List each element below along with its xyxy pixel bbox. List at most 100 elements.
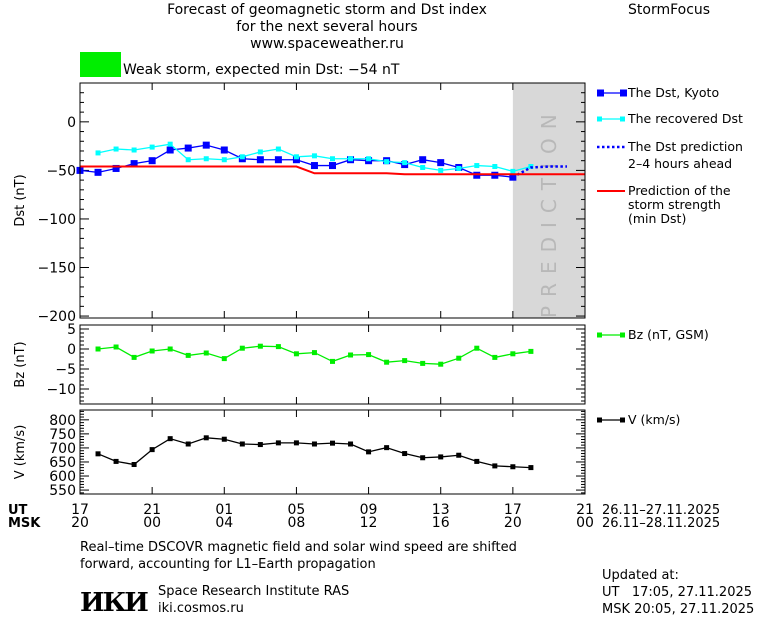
legend-marker: [597, 332, 602, 338]
legend-dst-prediction-2: 2–4 hours ahead: [628, 156, 733, 171]
data-point: [366, 352, 372, 358]
x-tick-label: 21: [576, 502, 594, 518]
data-point: [95, 451, 101, 457]
data-point: [420, 455, 426, 461]
iki-logo: ИКИ: [80, 588, 149, 618]
data-point: [402, 358, 408, 364]
x-tick-label: 20: [71, 515, 89, 531]
data-point: [528, 465, 534, 471]
site-url[interactable]: www.spaceweather.ru: [250, 36, 404, 52]
data-point: [131, 462, 137, 468]
data-point: [95, 346, 101, 352]
data-point: [113, 458, 119, 464]
data-point: [402, 451, 408, 457]
data-point: [474, 458, 480, 464]
x-tick-label: 17: [503, 502, 522, 518]
data-point: [438, 361, 444, 367]
data-point: [329, 162, 336, 170]
institute-name: Space Research Institute RAS: [158, 584, 350, 599]
data-point: [149, 144, 155, 150]
data-point: [292, 156, 300, 164]
data-point: [221, 157, 227, 163]
data-point: [257, 442, 263, 448]
data-point: [311, 350, 317, 356]
x-tick-label: 08: [287, 515, 306, 531]
legend-bz: Bz (nT, GSM): [628, 327, 709, 342]
data-point: [131, 354, 137, 360]
data-point: [366, 156, 372, 162]
data-point: [149, 447, 155, 453]
series-line-bz-0: [97, 345, 531, 365]
data-point: [256, 156, 264, 164]
panel-dst: 0 −50 −100 −150 −200 Dst (nT): [13, 82, 586, 325]
data-point: [203, 435, 209, 441]
msk-axis-label: MSK: [8, 516, 41, 531]
data-point: [203, 350, 209, 356]
data-point: [310, 162, 318, 170]
data-point: [274, 156, 282, 164]
chart-title-line-2: for the next several hours: [236, 19, 418, 35]
data-point: [419, 156, 427, 164]
x-tick-label: 09: [359, 502, 378, 518]
data-point: [239, 441, 245, 447]
legend-dst-kyoto: The Dst, Kyoto: [628, 85, 720, 100]
y-tick-label: 550: [49, 483, 76, 499]
data-point: [456, 452, 462, 458]
data-point: [456, 165, 462, 171]
data-point: [510, 464, 516, 470]
data-point: [221, 356, 227, 362]
legend-marker: [597, 116, 602, 122]
data-point: [437, 159, 445, 167]
data-point: [203, 156, 209, 162]
data-point: [438, 167, 444, 173]
data-point: [275, 344, 281, 350]
x-tick-label: 13: [431, 502, 450, 518]
legend-dst-prediction-1: The Dst prediction: [628, 139, 743, 154]
data-point: [456, 355, 462, 361]
panel-frame: [79, 409, 586, 495]
data-point: [148, 157, 156, 165]
data-point: [149, 348, 155, 354]
y-tick-label: 5: [67, 322, 76, 338]
updated-label: Updated at:: [602, 568, 679, 583]
x-tick-label: 04: [215, 515, 234, 531]
data-point: [257, 149, 263, 155]
data-point: [330, 156, 335, 162]
data-point: [402, 160, 408, 166]
data-point: [311, 153, 317, 159]
y-tick-label: 0: [67, 115, 76, 131]
legend-storm-strength-2: storm strength: [628, 197, 721, 212]
y-tick-label: −150: [38, 261, 76, 277]
y-tick-label: 600: [49, 469, 76, 485]
data-point: [185, 157, 191, 163]
legend-dst-recovered: The recovered Dst: [628, 111, 743, 126]
data-point: [420, 360, 426, 366]
legend-marker: [597, 89, 604, 97]
data-point: [366, 449, 372, 455]
updated-ut: UT 17:05, 27.11.2025: [602, 585, 753, 600]
data-point: [239, 154, 245, 160]
data-point: [311, 441, 317, 447]
institute-website[interactable]: iki.cosmos.ru: [158, 601, 244, 616]
updated-msk: MSK 20:05, 27.11.2025: [602, 602, 755, 617]
data-point: [348, 441, 354, 447]
data-point: [420, 164, 426, 170]
x-tick-label: 00: [143, 515, 162, 531]
y-tick-label: −5: [55, 362, 76, 378]
data-point: [167, 436, 173, 442]
data-point: [330, 440, 335, 446]
data-point: [275, 440, 281, 446]
legend-marker: [620, 116, 625, 122]
x-tick-label: 16: [431, 515, 450, 531]
y-tick-label: −50: [46, 163, 76, 179]
data-point: [492, 164, 498, 170]
data-point: [293, 154, 299, 160]
data-point: [113, 344, 119, 350]
data-point: [348, 352, 354, 358]
y-axis-label: Dst (nT): [13, 174, 28, 226]
y-tick-label: 650: [49, 455, 76, 471]
y-tick-label: −100: [38, 212, 76, 228]
data-point: [492, 354, 498, 360]
